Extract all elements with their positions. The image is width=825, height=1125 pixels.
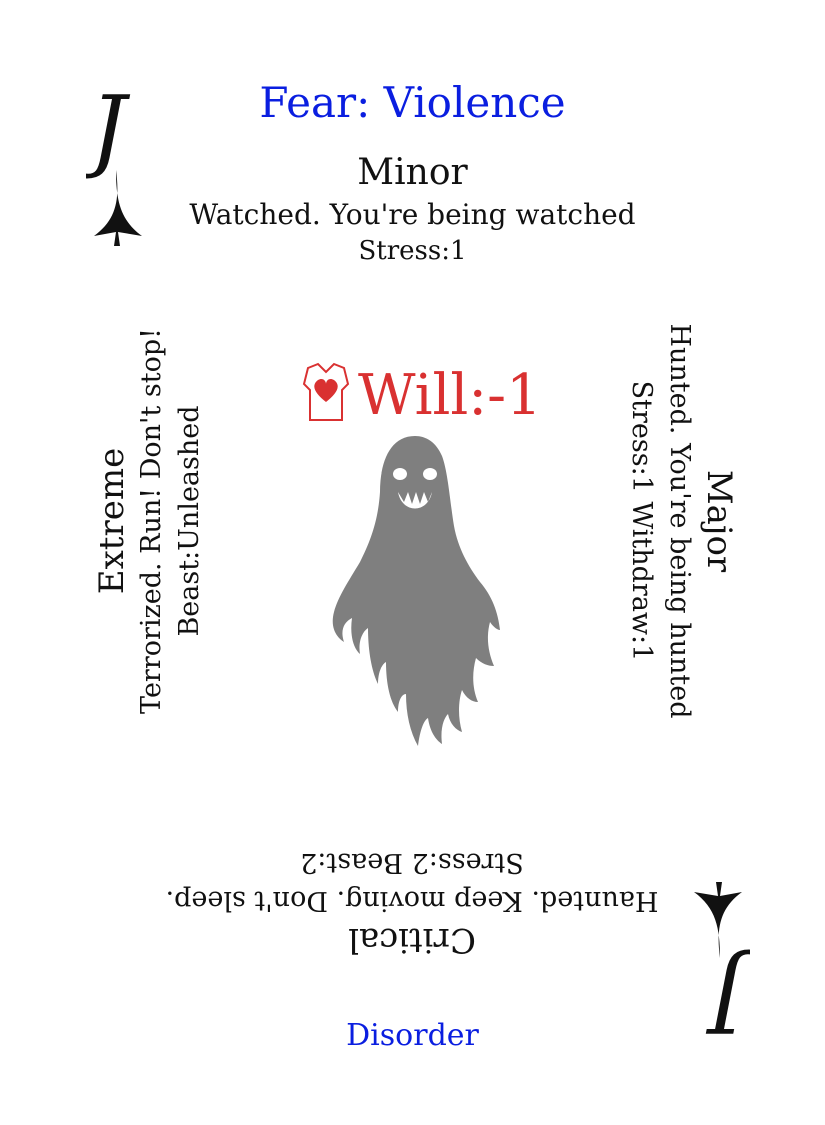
extreme-stats: Beast:Unleashed — [174, 405, 205, 637]
critical-text: Haunted. Keep moving. Don't sleep. — [165, 885, 659, 916]
critical-block: Critical Haunted. Keep moving. Don't sle… — [62, 843, 762, 961]
attribute-text: Will:-1 — [358, 362, 542, 428]
corner-mark-bottom-right: J — [680, 878, 762, 1051]
minor-text: Watched. You're being watched — [189, 198, 636, 231]
card-title: Fear: Violence — [259, 78, 566, 127]
card-footer: Disorder — [346, 1018, 479, 1053]
major-label: Major — [699, 469, 739, 573]
minor-stats: Stress:1 — [358, 236, 467, 266]
major-text: Hunted. You're being hunted — [664, 323, 695, 719]
extreme-block: Extreme Terrorized. Run! Don't stop! Bea… — [91, 171, 209, 871]
major-block: Major Hunted. You're being hunted Stress… — [622, 171, 740, 871]
major-stats: Stress:1 Withdraw:1 — [626, 380, 657, 662]
extreme-label: Extreme — [92, 447, 132, 595]
critical-label: Critical — [348, 920, 476, 960]
ghost-icon — [332, 436, 500, 746]
spade-letter-icon: J — [694, 882, 762, 1051]
corner-letter: J — [705, 946, 750, 1048]
extreme-text: Terrorized. Run! Don't stop! — [136, 328, 167, 714]
torso-heart-icon — [302, 362, 350, 421]
minor-label: Minor — [357, 152, 468, 193]
attribute-modifier: Will:-1 — [296, 355, 542, 435]
critical-stats: Stress:2 Beast:2 — [300, 847, 524, 878]
